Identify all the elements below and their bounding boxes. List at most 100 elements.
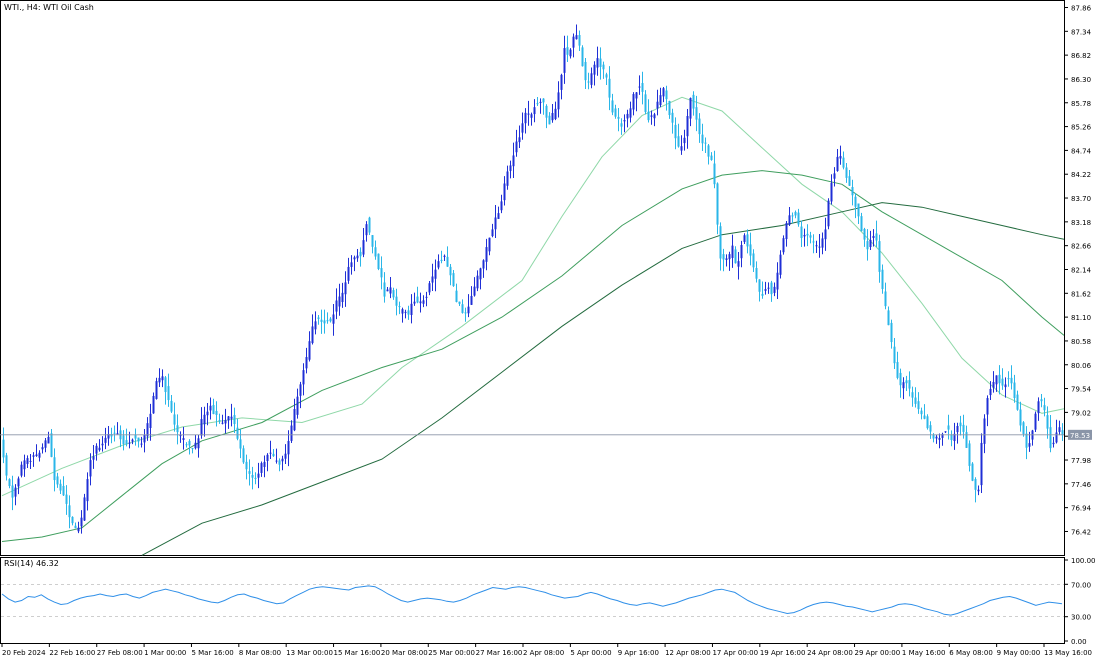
candle-body [287,440,290,455]
candle-body [689,97,692,119]
candle-body [653,114,656,119]
candle-body [44,440,47,448]
candle-body [1043,405,1046,411]
candle-body [884,291,887,307]
candle-body [623,120,626,122]
candle-body [353,257,356,260]
candle-body [815,245,818,247]
candle-body [404,311,407,313]
candle-body [854,196,857,207]
candle-body [32,455,35,457]
candle-body [869,239,872,248]
candle-body [323,320,326,324]
candle-body [299,384,302,396]
candle-body [611,100,614,113]
candle-body [461,304,464,313]
price-tick-label: 87.34 [1071,28,1092,36]
candle-body [500,201,503,211]
main-chart-panel[interactable] [0,0,1065,556]
candle-body [47,436,50,444]
candle-body [632,94,635,110]
price-tick-label: 86.82 [1071,52,1091,60]
candle-body [926,416,929,429]
candle-body [158,377,161,383]
candle-body [698,118,701,135]
time-tick-label: 12 Apr 08:00 [665,649,711,657]
candle-body [371,235,374,247]
candle-body [929,425,932,432]
candle-body [131,439,134,442]
candle-body [974,479,977,490]
candle-body [17,478,20,487]
rsi-label: RSI(14) 46.32 [4,559,59,568]
candle-body [875,233,878,241]
candle-body [590,73,593,85]
candle-body [830,182,833,202]
candle-body [137,437,140,442]
price-tick-label: 84.22 [1071,171,1091,179]
candle-body [806,233,809,236]
candle-body [380,268,383,278]
candle-body [416,296,419,303]
candle-body [734,249,737,264]
candle-body [263,461,266,467]
candle-body [491,229,494,237]
time-tick-label: 17 Apr 00:00 [712,649,758,657]
candle-body [905,380,908,384]
current-price-label-bg [1068,429,1092,440]
candle-body [764,289,767,291]
rsi-line [1,585,1063,616]
candle-body [917,401,920,410]
candle-body [1022,422,1025,435]
candle-body [1004,384,1007,388]
time-axis: 20 Feb 2024 22 Feb 16:00 27 Feb 08:00 1 Mar… [1,643,1092,657]
rsi-panel[interactable] [0,557,1065,644]
candle-body [8,479,11,487]
candle-body [809,235,812,238]
candle-body [887,310,890,326]
candle-body [419,301,422,304]
candle-body [356,255,359,259]
candle-body [116,433,119,435]
candle-body [410,303,413,315]
candle-body [29,460,32,462]
candle-body [932,435,935,439]
candle-body [899,372,902,386]
candle-body [1049,427,1052,449]
candle-body [671,112,674,123]
candle-body [794,211,797,216]
candle-body [914,397,917,404]
time-tick-label: 5 Mar 16:00 [191,649,233,657]
time-tick-label: 13 May 16:00 [1044,649,1092,657]
candle-body [53,457,56,481]
candle-body [278,460,281,465]
candle-body [770,282,773,295]
candle-body [260,463,263,473]
price-tick-label: 83.18 [1071,219,1091,227]
candle-body [395,296,398,306]
candle-body [161,376,164,381]
candle-body [425,296,428,298]
candle-body [560,74,563,90]
candle-body [83,497,86,521]
candle-body [569,49,572,57]
candle-body [125,440,128,445]
candle-body [872,235,875,238]
candle-body [182,438,185,440]
candle-body [1055,432,1058,443]
candle-body [737,261,740,267]
current-price-label: 78.53 [1070,432,1090,440]
price-tick-label: 86.30 [1071,76,1091,84]
candle-body [512,155,515,167]
candle-body [431,276,434,283]
candle-body [746,234,749,247]
price-tick-label: 84.74 [1071,147,1092,155]
candle-body [812,241,815,243]
candle-body [935,436,938,439]
candle-body [86,479,89,502]
time-tick-label: 29 Apr 00:00 [855,649,901,657]
candle-body [320,319,323,322]
candle-body [656,101,659,109]
candle-body [593,64,596,75]
